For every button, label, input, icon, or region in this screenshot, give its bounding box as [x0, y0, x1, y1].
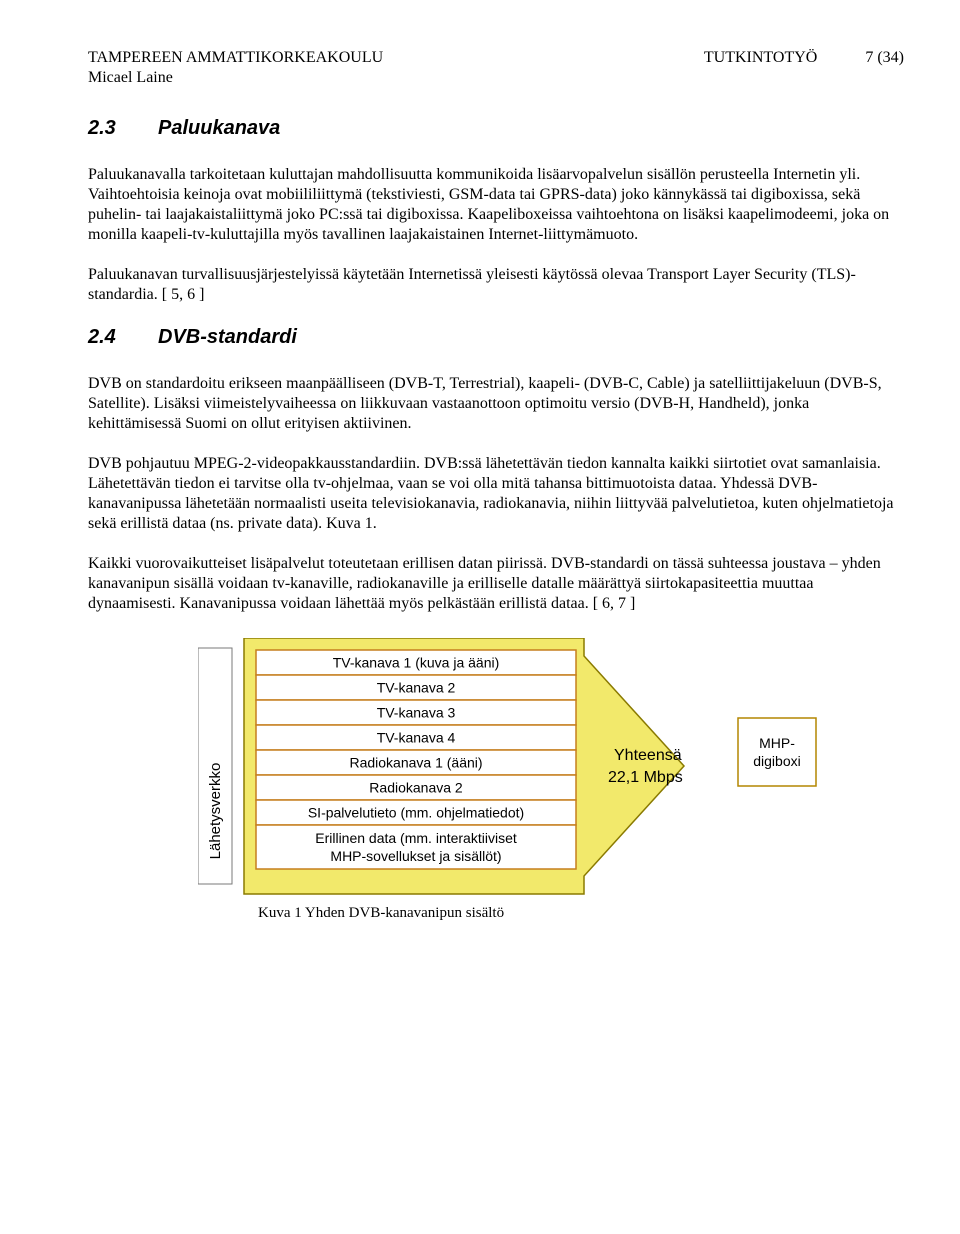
institution: TAMPEREEN AMMATTIKORKEAKOULU: [88, 48, 383, 68]
svg-text:TV-kanava 2: TV-kanava 2: [377, 680, 456, 696]
svg-text:TV-kanava 3: TV-kanava 3: [377, 705, 456, 721]
section-number: 2.4: [88, 325, 158, 350]
figure-1: Lähetysverkko TV-kanava 1 (kuva ja ääni) T…: [198, 638, 904, 898]
svg-text:SI-palvelutieto (mm. ohjelmati: SI-palvelutieto (mm. ohjelmatiedot): [308, 805, 524, 821]
section-heading: 2.3Paluukanava: [88, 116, 904, 141]
svg-text:TV-kanava 4: TV-kanava 4: [377, 730, 456, 746]
section-number: 2.3: [88, 116, 158, 141]
svg-text:Radiokanava 2: Radiokanava 2: [369, 780, 463, 796]
paragraph: DVB on standardoitu erikseen maanpäällis…: [88, 374, 904, 434]
paragraph: DVB pohjautuu MPEG-2-videopakkausstandar…: [88, 454, 904, 534]
svg-text:Radiokanava 1 (ääni): Radiokanava 1 (ääni): [349, 755, 482, 771]
svg-text:digiboxi: digiboxi: [753, 753, 800, 769]
section-heading: 2.4DVB-standardi: [88, 325, 904, 350]
paragraph: Paluukanavalla tarkoitetaan kuluttajan m…: [88, 165, 904, 245]
paragraph: Kaikki vuorovaikutteiset lisäpalvelut to…: [88, 554, 904, 614]
svg-text:MHP-sovellukset ja sisällöt): MHP-sovellukset ja sisällöt): [330, 848, 501, 864]
paragraph: Paluukanavan turvallisuusjärjestelyissä …: [88, 265, 904, 305]
svg-text:MHP-: MHP-: [759, 735, 795, 751]
figure-caption: Kuva 1 Yhden DVB-kanavanipun sisältö: [258, 904, 904, 923]
svg-text:Lähetysverkko: Lähetysverkko: [207, 763, 224, 860]
svg-text:Erillinen data (mm. interaktii: Erillinen data (mm. interaktiiviset: [315, 830, 517, 846]
page-header: TAMPEREEN AMMATTIKORKEAKOULU TUTKINTOTYÖ…: [88, 48, 904, 68]
section-title: Paluukanava: [158, 117, 280, 139]
section-title: DVB-standardi: [158, 326, 297, 348]
svg-text:TV-kanava 1 (kuva ja ääni): TV-kanava 1 (kuva ja ääni): [333, 655, 500, 671]
svg-text:Yhteensä: Yhteensä: [614, 747, 682, 764]
author: Micael Laine: [88, 68, 904, 88]
svg-text:22,1 Mbps: 22,1 Mbps: [608, 769, 683, 786]
page-number: 7 (34): [865, 48, 904, 68]
doctype: TUTKINTOTYÖ: [704, 48, 817, 68]
